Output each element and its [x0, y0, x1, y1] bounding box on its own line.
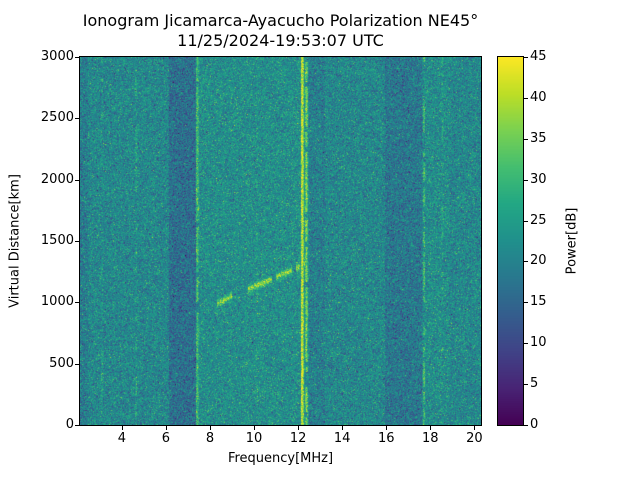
x-tick-label: 10 [245, 431, 263, 446]
y-tick-mark [75, 241, 79, 242]
colorbar-tick-mark [524, 343, 528, 344]
y-tick-label: 2500 [40, 110, 74, 126]
colorbar-tick-mark [524, 302, 528, 303]
colorbar-tick-mark [524, 261, 528, 262]
x-tick-label: 18 [422, 431, 439, 446]
x-tick-label: 12 [289, 431, 307, 446]
x-tick-mark [254, 426, 255, 430]
x-tick-label: 20 [466, 431, 483, 446]
y-tick-mark [75, 364, 79, 365]
y-tick-mark [75, 425, 79, 426]
y-tick-label: 1000 [40, 294, 74, 310]
x-tick-mark [166, 426, 167, 430]
colorbar-frame [497, 56, 524, 426]
colorbar-tick-mark [524, 180, 528, 181]
colorbar-label: Power[dB] [564, 207, 580, 275]
x-tick-label: 16 [377, 431, 395, 446]
colorbar-tick-label: 10 [530, 335, 547, 351]
colorbar-tick-label: 0 [530, 417, 539, 432]
chart-title: Ionogram Jicamarca-Ayacucho Polarization… [82, 11, 479, 30]
colorbar-tick-label: 15 [530, 294, 547, 310]
y-tick-label: 0 [65, 417, 74, 432]
y-tick-mark [75, 57, 79, 58]
colorbar-tick-label: 45 [530, 49, 547, 64]
x-tick-label: 4 [117, 431, 126, 446]
colorbar-tick-label: 20 [530, 253, 547, 269]
x-tick-mark [430, 426, 431, 430]
y-tick-mark [75, 302, 79, 303]
x-axis-label: Frequency[MHz] [227, 451, 334, 466]
y-axis-label: Virtual Distance[km] [7, 174, 23, 308]
colorbar-tick-label: 25 [530, 212, 547, 228]
colorbar [498, 57, 523, 425]
y-tick-mark [75, 118, 79, 119]
ionogram-heatmap [80, 57, 481, 425]
x-tick-mark [386, 426, 387, 430]
colorbar-tick-mark [524, 384, 528, 385]
colorbar-tick-mark [524, 98, 528, 99]
x-tick-mark [122, 426, 123, 430]
x-tick-mark [474, 426, 475, 430]
x-tick-label: 6 [161, 431, 171, 446]
plot-axes-frame [79, 56, 482, 426]
x-tick-mark [210, 426, 211, 430]
y-tick-label: 1500 [40, 233, 74, 248]
y-tick-label: 3000 [40, 49, 74, 64]
colorbar-tick-mark [524, 139, 528, 140]
chart-subtitle: 11/25/2024-19:53:07 UTC [177, 31, 384, 50]
y-tick-label: 500 [49, 355, 74, 371]
colorbar-tick-label: 35 [530, 130, 547, 146]
colorbar-tick-mark [524, 57, 528, 58]
colorbar-tick-label: 5 [530, 376, 539, 392]
colorbar-tick-mark [524, 221, 528, 222]
x-tick-mark [342, 426, 343, 430]
x-tick-label: 8 [205, 431, 215, 446]
x-tick-label: 14 [333, 431, 351, 446]
colorbar-tick-label: 30 [530, 171, 547, 187]
x-tick-mark [298, 426, 299, 430]
y-tick-label: 2000 [40, 171, 74, 187]
y-tick-mark [75, 180, 79, 181]
colorbar-tick-label: 40 [530, 89, 547, 105]
colorbar-tick-mark [524, 425, 528, 426]
